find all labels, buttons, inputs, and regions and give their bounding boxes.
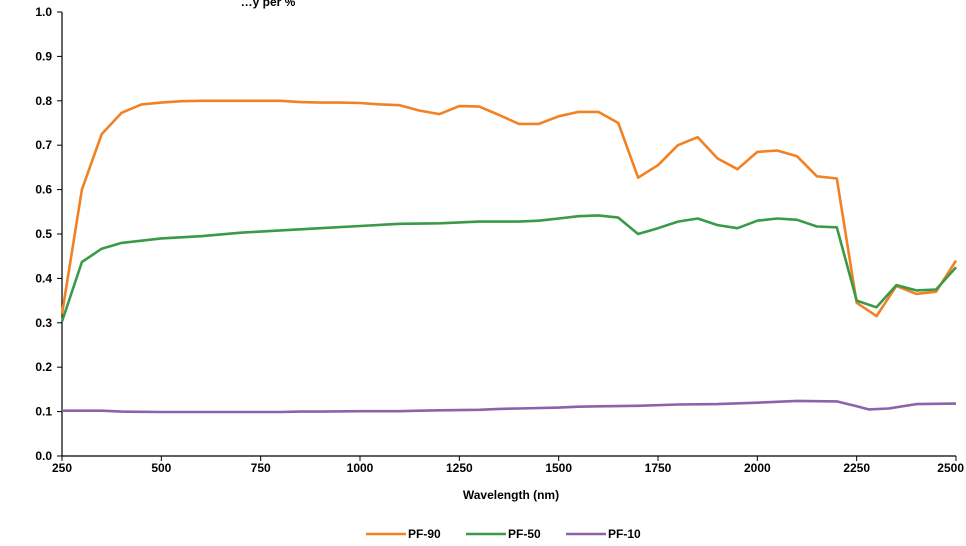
- x-tick-label: 2250: [843, 461, 870, 475]
- y-axis-ticks: 0.0 0.1 0.2 0.3 0.4 0.5 0.6 0.7 0.8 0.9 1.0: [35, 5, 62, 463]
- x-tick-label: 2500: [937, 461, 964, 475]
- series-line-pf-90: [60, 99, 958, 318]
- y-tick-label: 0.3: [35, 316, 52, 330]
- x-tick-label: 1000: [347, 461, 374, 475]
- y-tick-label: 0.5: [35, 227, 52, 241]
- legend-label-pf-90: PF-90: [408, 527, 441, 541]
- x-tick-label: 2000: [744, 461, 771, 475]
- y-tick-label: 0.4: [35, 271, 52, 285]
- chart-title-fragment: …y per %: [241, 0, 296, 9]
- x-tick-label: 500: [151, 461, 171, 475]
- y-tick-label: 1.0: [35, 5, 52, 19]
- legend-label-pf-50: PF-50: [508, 527, 541, 541]
- y-tick-label: 0.9: [35, 49, 52, 63]
- x-tick-label: 1500: [545, 461, 572, 475]
- series-line-pf-50: [60, 214, 957, 322]
- y-tick-label: 0.0: [35, 449, 52, 463]
- x-tick-label: 250: [52, 461, 72, 475]
- x-axis-ticks: 250 500 750 1000 1250 1500 1750 2000 2250 2500: [52, 456, 964, 475]
- y-tick-label: 0.2: [35, 360, 52, 374]
- series-lines: [60, 99, 958, 414]
- x-tick-label: 750: [251, 461, 271, 475]
- y-tick-label: 0.1: [35, 405, 52, 419]
- y-tick-label: 0.8: [35, 94, 52, 108]
- x-tick-label: 1250: [446, 461, 473, 475]
- legend-label-pf-10: PF-10: [608, 527, 641, 541]
- y-tick-label: 0.6: [35, 183, 52, 197]
- x-axis-title: Wavelength (nm): [463, 488, 559, 502]
- legend: PF-90 PF-50 PF-10: [366, 527, 641, 541]
- y-tick-label: 0.7: [35, 138, 52, 152]
- series-line-pf-10: [62, 399, 957, 414]
- x-tick-label: 1750: [645, 461, 672, 475]
